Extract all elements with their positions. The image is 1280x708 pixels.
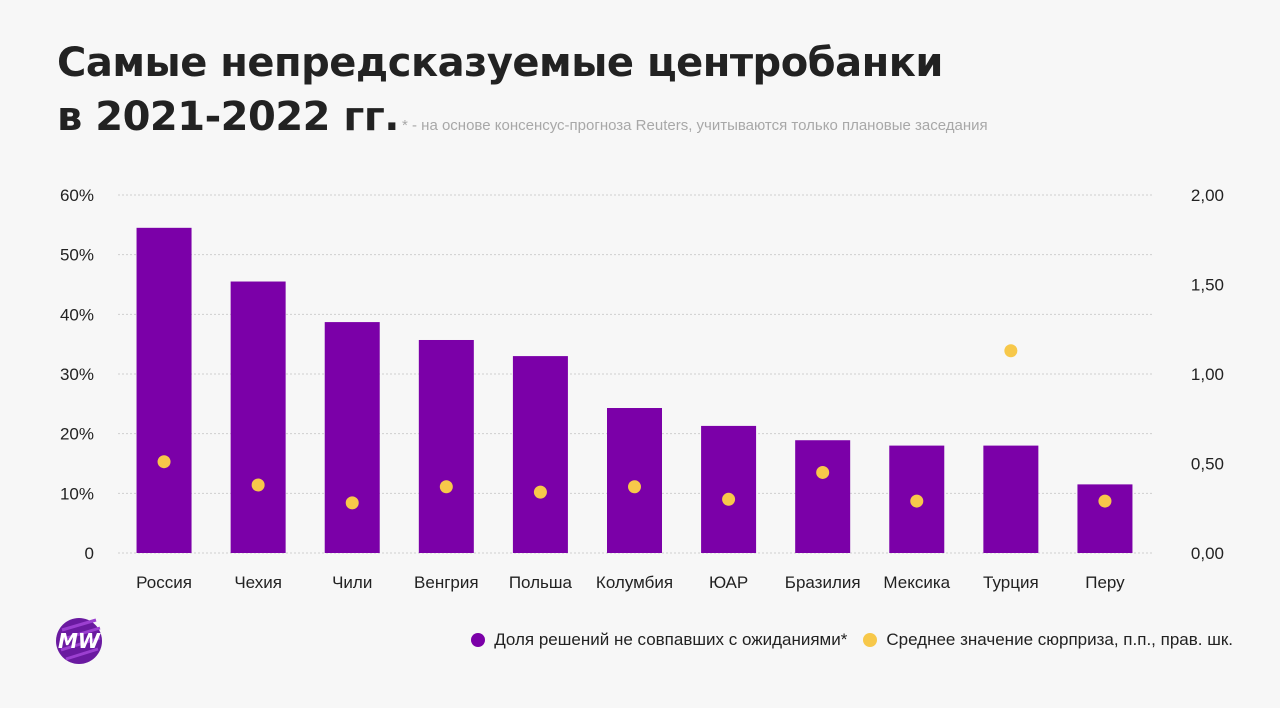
- category-label: Бразилия: [785, 573, 861, 592]
- bar: [418, 339, 474, 553]
- right-axis: 0,00 0,50 1,00 1,50 2,00: [1191, 186, 1224, 563]
- dot-point: [1004, 344, 1018, 358]
- right-tick-label: 2,00: [1191, 186, 1224, 205]
- legend-dot-label: Среднее значение сюрприза, п.п., прав. ш…: [886, 630, 1233, 649]
- legend-dot-marker: [863, 633, 878, 647]
- dot-point: [439, 480, 453, 494]
- legend-bar-label: Доля решений не совпавших с ожиданиями*: [494, 630, 848, 649]
- category-label: Россия: [136, 573, 192, 592]
- bar: [701, 425, 757, 553]
- legend-item-dots: Среднее значение сюрприза, п.п., прав. ш…: [863, 630, 1233, 650]
- dot-point: [816, 465, 830, 479]
- category-label: Мексика: [883, 573, 950, 592]
- right-tick-label: 1,00: [1191, 365, 1224, 384]
- title-line-2: в 2021-2022 гг.: [57, 94, 399, 140]
- bar: [795, 440, 851, 553]
- legend-bar-marker: [471, 633, 486, 647]
- left-axis: 0 10% 20% 30% 40% 50% 60%: [60, 186, 94, 563]
- legend-item-bars: Доля решений не совпавших с ожиданиями*: [471, 630, 847, 650]
- x-axis: Россия Чехия Чили Венгрия Польша Колумбия ЮАР Б…: [136, 573, 1125, 592]
- right-tick-label: 0,50: [1191, 455, 1224, 474]
- category-label: Польша: [509, 573, 573, 592]
- bar: [230, 281, 286, 553]
- dot-point: [910, 494, 924, 508]
- bar-series: [136, 227, 1133, 554]
- left-tick-label: 50%: [60, 246, 94, 265]
- footnote: * - на основе консенсус-прогноза Reuters…: [402, 117, 988, 134]
- left-tick-label: 0: [85, 544, 94, 563]
- category-label: Турция: [983, 573, 1039, 592]
- left-tick-label: 10%: [60, 484, 94, 503]
- category-label: ЮАР: [709, 573, 748, 592]
- left-tick-label: 30%: [60, 365, 94, 384]
- category-label: Чехия: [234, 573, 282, 592]
- legend: Доля решений не совпавших с ожиданиями* …: [471, 630, 1233, 650]
- mw-logo-icon: MW: [56, 618, 102, 664]
- dot-series: [157, 344, 1112, 510]
- dot-point: [722, 492, 736, 506]
- category-label: Венгрия: [414, 573, 479, 592]
- category-label: Перу: [1085, 573, 1125, 592]
- right-tick-label: 1,50: [1191, 276, 1224, 295]
- page-title: Самые непредсказуемые центробанки в 2021…: [57, 36, 943, 144]
- dot-point: [533, 485, 547, 499]
- category-label: Чили: [332, 573, 372, 592]
- right-tick-label: 0,00: [1191, 544, 1224, 563]
- bar: [324, 322, 380, 553]
- left-tick-label: 40%: [60, 305, 94, 324]
- dot-point: [251, 478, 265, 492]
- bar: [512, 356, 568, 553]
- bar: [136, 227, 192, 554]
- left-tick-label: 20%: [60, 425, 94, 444]
- left-tick-label: 60%: [60, 186, 94, 205]
- dot-point: [157, 455, 171, 469]
- bar: [983, 445, 1039, 553]
- dot-point: [628, 480, 641, 494]
- title-line-1: Самые непредсказуемые центробанки: [57, 40, 943, 86]
- dot-point: [1098, 494, 1112, 508]
- dot-point: [345, 496, 359, 510]
- category-label: Колумбия: [596, 573, 673, 592]
- svg-text:MW: MW: [58, 629, 101, 653]
